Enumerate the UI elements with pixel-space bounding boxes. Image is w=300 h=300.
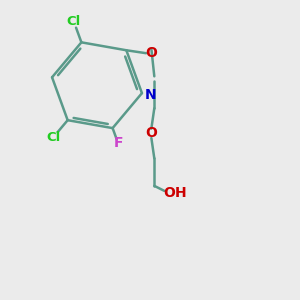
Text: N: N xyxy=(144,88,156,102)
Text: Cl: Cl xyxy=(67,15,81,28)
Text: O: O xyxy=(163,186,175,200)
Text: H: H xyxy=(174,186,186,200)
Text: Cl: Cl xyxy=(46,130,61,144)
Text: O: O xyxy=(146,126,157,140)
Text: O: O xyxy=(146,46,157,60)
Text: F: F xyxy=(113,136,123,150)
